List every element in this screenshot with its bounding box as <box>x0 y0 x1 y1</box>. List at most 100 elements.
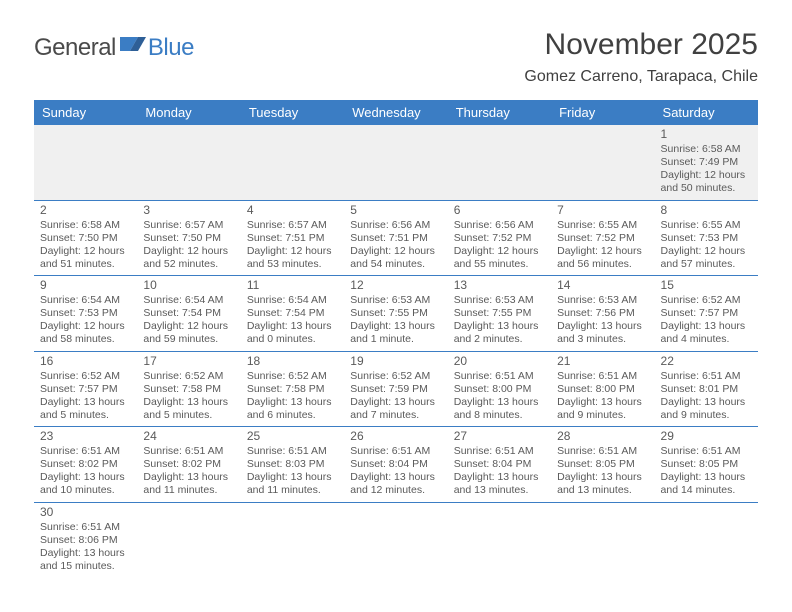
daylight-text: Daylight: 12 hours and 55 minutes. <box>454 245 545 271</box>
sunset-text: Sunset: 7:55 PM <box>350 307 441 320</box>
calendar-day-cell: 30Sunrise: 6:51 AMSunset: 8:06 PMDayligh… <box>34 502 137 577</box>
sunset-text: Sunset: 7:58 PM <box>247 383 338 396</box>
calendar-empty-cell <box>344 502 447 577</box>
sunrise-text: Sunrise: 6:57 AM <box>143 219 234 232</box>
sunrise-text: Sunrise: 6:51 AM <box>557 445 648 458</box>
day-number: 21 <box>557 354 648 369</box>
day-number: 6 <box>454 203 545 218</box>
calendar-week-row: 30Sunrise: 6:51 AMSunset: 8:06 PMDayligh… <box>34 502 758 577</box>
weekday-header: Wednesday <box>344 100 447 125</box>
sunrise-text: Sunrise: 6:54 AM <box>40 294 131 307</box>
calendar-table: SundayMondayTuesdayWednesdayThursdayFrid… <box>34 100 758 577</box>
flag-icon <box>120 35 146 58</box>
sunset-text: Sunset: 8:06 PM <box>40 534 131 547</box>
daylight-text: Daylight: 13 hours and 10 minutes. <box>40 471 131 497</box>
daylight-text: Daylight: 13 hours and 6 minutes. <box>247 396 338 422</box>
calendar-day-cell: 10Sunrise: 6:54 AMSunset: 7:54 PMDayligh… <box>137 276 240 352</box>
day-number: 4 <box>247 203 338 218</box>
weekday-header: Thursday <box>448 100 551 125</box>
day-number: 1 <box>661 127 752 142</box>
day-number: 30 <box>40 505 131 520</box>
calendar-day-cell: 29Sunrise: 6:51 AMSunset: 8:05 PMDayligh… <box>655 427 758 503</box>
sunset-text: Sunset: 7:51 PM <box>247 232 338 245</box>
calendar-day-cell: 4Sunrise: 6:57 AMSunset: 7:51 PMDaylight… <box>241 200 344 276</box>
calendar-week-row: 9Sunrise: 6:54 AMSunset: 7:53 PMDaylight… <box>34 276 758 352</box>
sunrise-text: Sunrise: 6:54 AM <box>247 294 338 307</box>
day-number: 29 <box>661 429 752 444</box>
calendar-empty-cell <box>448 502 551 577</box>
calendar-day-cell: 7Sunrise: 6:55 AMSunset: 7:52 PMDaylight… <box>551 200 654 276</box>
daylight-text: Daylight: 13 hours and 5 minutes. <box>40 396 131 422</box>
calendar-day-cell: 6Sunrise: 6:56 AMSunset: 7:52 PMDaylight… <box>448 200 551 276</box>
day-number: 13 <box>454 278 545 293</box>
day-number: 27 <box>454 429 545 444</box>
sunset-text: Sunset: 8:02 PM <box>143 458 234 471</box>
daylight-text: Daylight: 13 hours and 13 minutes. <box>557 471 648 497</box>
sunset-text: Sunset: 7:56 PM <box>557 307 648 320</box>
daylight-text: Daylight: 12 hours and 50 minutes. <box>661 169 752 195</box>
sunset-text: Sunset: 7:50 PM <box>40 232 131 245</box>
calendar-empty-cell <box>137 125 240 200</box>
month-title: November 2025 <box>524 28 758 62</box>
calendar-body: 1Sunrise: 6:58 AMSunset: 7:49 PMDaylight… <box>34 125 758 577</box>
sunrise-text: Sunrise: 6:52 AM <box>247 370 338 383</box>
daylight-text: Daylight: 12 hours and 57 minutes. <box>661 245 752 271</box>
daylight-text: Daylight: 13 hours and 11 minutes. <box>247 471 338 497</box>
weekday-header: Friday <box>551 100 654 125</box>
logo-text-2: Blue <box>148 34 194 62</box>
sunrise-text: Sunrise: 6:54 AM <box>143 294 234 307</box>
calendar-day-cell: 28Sunrise: 6:51 AMSunset: 8:05 PMDayligh… <box>551 427 654 503</box>
day-number: 23 <box>40 429 131 444</box>
day-number: 17 <box>143 354 234 369</box>
sunset-text: Sunset: 7:57 PM <box>40 383 131 396</box>
day-number: 12 <box>350 278 441 293</box>
sunrise-text: Sunrise: 6:55 AM <box>557 219 648 232</box>
title-block: November 2025 Gomez Carreno, Tarapaca, C… <box>524 28 758 86</box>
sunset-text: Sunset: 8:03 PM <box>247 458 338 471</box>
sunset-text: Sunset: 7:52 PM <box>557 232 648 245</box>
sunset-text: Sunset: 8:04 PM <box>350 458 441 471</box>
sunrise-text: Sunrise: 6:51 AM <box>143 445 234 458</box>
sunrise-text: Sunrise: 6:51 AM <box>661 445 752 458</box>
daylight-text: Daylight: 12 hours and 51 minutes. <box>40 245 131 271</box>
daylight-text: Daylight: 13 hours and 9 minutes. <box>557 396 648 422</box>
sunset-text: Sunset: 7:55 PM <box>454 307 545 320</box>
sunset-text: Sunset: 7:53 PM <box>661 232 752 245</box>
calendar-week-row: 1Sunrise: 6:58 AMSunset: 7:49 PMDaylight… <box>34 125 758 200</box>
sunset-text: Sunset: 8:05 PM <box>557 458 648 471</box>
sunrise-text: Sunrise: 6:57 AM <box>247 219 338 232</box>
logo: General Blue <box>34 28 194 62</box>
sunset-text: Sunset: 7:53 PM <box>40 307 131 320</box>
day-number: 18 <box>247 354 338 369</box>
sunset-text: Sunset: 8:04 PM <box>454 458 545 471</box>
day-number: 19 <box>350 354 441 369</box>
calendar-day-cell: 13Sunrise: 6:53 AMSunset: 7:55 PMDayligh… <box>448 276 551 352</box>
sunset-text: Sunset: 7:54 PM <box>143 307 234 320</box>
calendar-empty-cell <box>551 125 654 200</box>
calendar-empty-cell <box>655 502 758 577</box>
daylight-text: Daylight: 13 hours and 8 minutes. <box>454 396 545 422</box>
day-number: 9 <box>40 278 131 293</box>
sunset-text: Sunset: 7:50 PM <box>143 232 234 245</box>
day-number: 24 <box>143 429 234 444</box>
calendar-day-cell: 14Sunrise: 6:53 AMSunset: 7:56 PMDayligh… <box>551 276 654 352</box>
daylight-text: Daylight: 12 hours and 59 minutes. <box>143 320 234 346</box>
calendar-empty-cell <box>344 125 447 200</box>
sunrise-text: Sunrise: 6:52 AM <box>143 370 234 383</box>
calendar-week-row: 16Sunrise: 6:52 AMSunset: 7:57 PMDayligh… <box>34 351 758 427</box>
daylight-text: Daylight: 13 hours and 7 minutes. <box>350 396 441 422</box>
sunset-text: Sunset: 7:51 PM <box>350 232 441 245</box>
day-number: 7 <box>557 203 648 218</box>
sunrise-text: Sunrise: 6:51 AM <box>247 445 338 458</box>
daylight-text: Daylight: 12 hours and 53 minutes. <box>247 245 338 271</box>
weekday-header: Monday <box>137 100 240 125</box>
calendar-empty-cell <box>137 502 240 577</box>
day-number: 15 <box>661 278 752 293</box>
calendar-day-cell: 11Sunrise: 6:54 AMSunset: 7:54 PMDayligh… <box>241 276 344 352</box>
calendar-day-cell: 1Sunrise: 6:58 AMSunset: 7:49 PMDaylight… <box>655 125 758 200</box>
sunrise-text: Sunrise: 6:55 AM <box>661 219 752 232</box>
calendar-day-cell: 24Sunrise: 6:51 AMSunset: 8:02 PMDayligh… <box>137 427 240 503</box>
sunset-text: Sunset: 8:02 PM <box>40 458 131 471</box>
sunrise-text: Sunrise: 6:52 AM <box>661 294 752 307</box>
daylight-text: Daylight: 13 hours and 12 minutes. <box>350 471 441 497</box>
